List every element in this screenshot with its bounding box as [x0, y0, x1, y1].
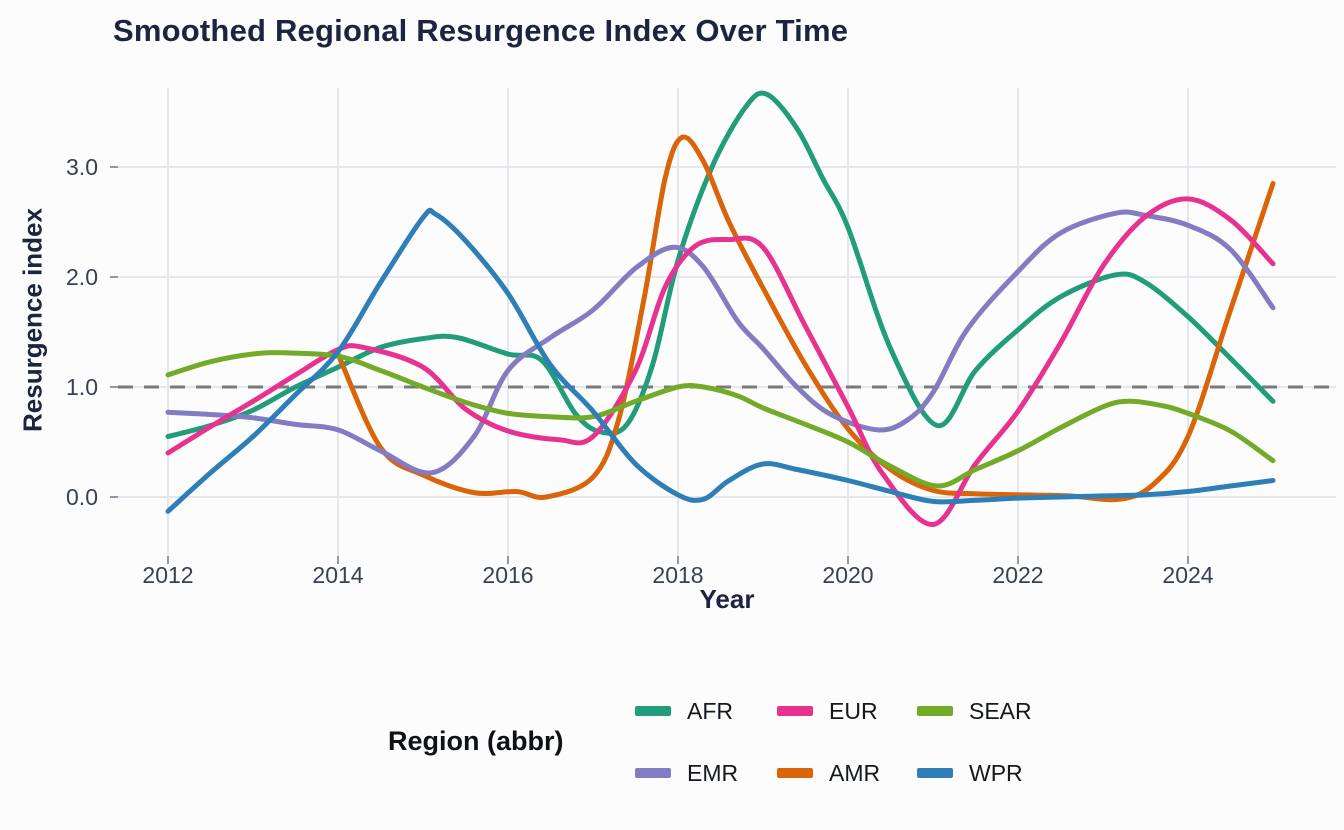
legend-title: Region (abbr) — [388, 726, 564, 756]
y-tick-label: 2.0 — [66, 264, 98, 290]
x-tick-label: 2012 — [142, 562, 194, 588]
series-line-SEAR — [165, 350, 1276, 489]
legend-swatch-EMR — [635, 768, 671, 778]
x-tick-label: 2020 — [822, 562, 874, 588]
legend-swatch-SEAR — [917, 706, 953, 716]
legend-swatch-WPR — [917, 768, 953, 778]
x-axis-title: Year — [699, 584, 755, 614]
x-tick-label: 2022 — [992, 562, 1044, 588]
series-line-WPR — [165, 207, 1276, 514]
x-tick-label: 2016 — [482, 562, 534, 588]
x-tick-label: 2014 — [312, 562, 364, 588]
series-line-EMR — [165, 209, 1276, 476]
x-tick-label: 2018 — [652, 562, 704, 588]
series-line-AFR — [165, 90, 1276, 439]
series-line-EUR — [165, 196, 1276, 527]
chart-title: Smoothed Regional Resurgence Index Over … — [113, 13, 849, 48]
legend-label-WPR: WPR — [969, 760, 1023, 786]
legend-label-SEAR: SEAR — [969, 698, 1032, 724]
legend-label-EUR: EUR — [829, 698, 878, 724]
legend-swatch-AFR — [635, 706, 671, 716]
y-tick-label: 0.0 — [66, 484, 98, 510]
legend-swatch-EUR — [777, 706, 813, 716]
legend-label-AMR: AMR — [829, 760, 881, 786]
series-line-AMR — [335, 134, 1276, 503]
legend-label-AFR: AFR — [687, 698, 733, 724]
y-tick-label: 1.0 — [66, 374, 98, 400]
y-tick-label: 3.0 — [66, 154, 98, 180]
legend-label-EMR: EMR — [687, 760, 739, 786]
x-tick-label: 2024 — [1162, 562, 1214, 588]
legend-swatch-AMR — [777, 768, 813, 778]
